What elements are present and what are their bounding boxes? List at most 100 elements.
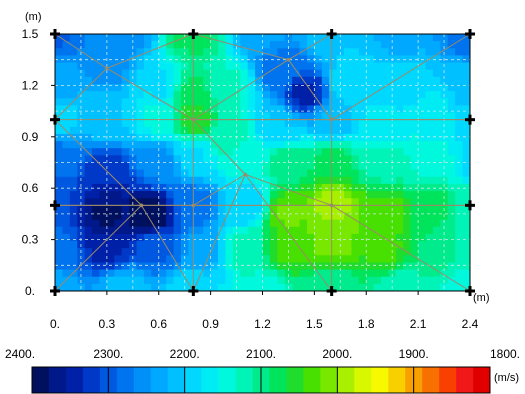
- heat-cell: [114, 119, 123, 128]
- heat-cell: [455, 283, 464, 291]
- mesh-edge: [193, 33, 289, 61]
- heat-cell: [447, 83, 456, 92]
- heat-cell: [151, 62, 160, 71]
- heat-cell: [173, 241, 182, 249]
- heat-cell: [329, 269, 338, 278]
- heat-cell: [277, 55, 286, 64]
- heat-cell: [114, 155, 123, 164]
- heat-cell: [358, 255, 367, 264]
- heat-cell: [344, 69, 353, 78]
- heat-cell: [358, 105, 367, 114]
- heat-cell: [440, 148, 449, 156]
- heat-cell: [121, 141, 130, 149]
- heat-cell: [462, 119, 470, 128]
- heat-cell: [143, 191, 152, 199]
- heat-cell: [306, 212, 315, 221]
- heat-cell: [225, 283, 234, 291]
- heat-cell: [225, 162, 234, 171]
- heat-cell: [373, 219, 382, 228]
- heat-cell: [351, 98, 360, 106]
- heat-cell: [418, 241, 427, 249]
- heat-cell: [121, 91, 130, 99]
- heat-cell: [440, 155, 449, 164]
- heat-cell: [92, 69, 101, 78]
- heat-cell: [373, 155, 382, 164]
- heat-cell: [336, 83, 345, 92]
- heat-cell: [447, 91, 456, 99]
- heat-cell: [292, 176, 301, 185]
- heat-cell: [329, 248, 338, 256]
- heat-cell: [210, 276, 219, 285]
- heat-cell: [440, 112, 449, 121]
- mesh-node: [139, 203, 144, 208]
- heat-cell: [55, 55, 64, 64]
- heat-cell: [432, 148, 441, 156]
- heat-cell: [403, 141, 412, 149]
- heat-cell: [210, 105, 219, 114]
- colorbar-swatch: [167, 367, 185, 393]
- heat-cell: [69, 155, 78, 164]
- heat-cell: [232, 41, 241, 49]
- heat-cell: [158, 133, 167, 142]
- heat-cell: [373, 48, 382, 57]
- heat-cell: [62, 98, 71, 106]
- heat-cell: [292, 269, 301, 278]
- heat-cell: [277, 262, 286, 271]
- heat-cell: [99, 55, 108, 64]
- heat-cell: [77, 155, 86, 164]
- heat-cell: [151, 162, 160, 171]
- heat-cell: [418, 98, 427, 106]
- heat-cell: [121, 226, 130, 235]
- heat-cell: [432, 41, 441, 49]
- heat-cell: [410, 112, 419, 121]
- heat-cell: [351, 62, 360, 71]
- heat-cell: [462, 276, 470, 285]
- heat-cell: [321, 55, 330, 64]
- heat-cell: [381, 183, 390, 192]
- colorbar-tick-label: 2100.: [246, 347, 276, 361]
- heat-cell: [447, 241, 456, 249]
- colorbar-swatch: [286, 367, 304, 393]
- heat-cell: [218, 212, 227, 221]
- heat-cell: [55, 41, 64, 49]
- heat-cell: [462, 248, 470, 256]
- heat-cell: [69, 283, 78, 291]
- heat-cell: [344, 233, 353, 242]
- heat-cell: [277, 48, 286, 57]
- heat-cell: [447, 248, 456, 256]
- heat-cell: [381, 162, 390, 171]
- heat-cell: [121, 219, 130, 228]
- heat-cell: [151, 176, 160, 185]
- heat-cell: [240, 219, 249, 228]
- heat-cell: [462, 269, 470, 278]
- mesh-edge: [54, 204, 142, 292]
- heat-cell: [321, 62, 330, 71]
- heat-cell: [344, 119, 353, 128]
- heat-cell: [218, 155, 227, 164]
- heat-cell: [62, 155, 71, 164]
- heat-cell: [255, 255, 264, 264]
- heat-cell: [277, 198, 286, 206]
- heat-cell: [344, 62, 353, 71]
- heat-cell: [284, 191, 293, 199]
- heat-cell: [121, 148, 130, 156]
- heat-cell: [321, 241, 330, 249]
- heat-cell: [336, 69, 345, 78]
- heat-cell: [388, 69, 397, 78]
- heat-cell: [395, 233, 404, 242]
- heat-cell: [225, 48, 234, 57]
- heat-cell: [218, 148, 227, 156]
- heat-cell: [277, 34, 286, 42]
- heat-cell: [455, 148, 464, 156]
- heat-cell: [269, 248, 278, 256]
- heat-cell: [321, 98, 330, 106]
- heat-cell: [255, 248, 264, 256]
- heat-cell: [62, 219, 71, 228]
- heat-cell: [114, 55, 123, 64]
- heat-cell: [344, 183, 353, 192]
- heat-cell: [188, 148, 197, 156]
- heat-cell: [432, 76, 441, 85]
- heat-cell: [440, 262, 449, 271]
- heat-cell: [403, 98, 412, 106]
- heat-cell: [277, 169, 286, 178]
